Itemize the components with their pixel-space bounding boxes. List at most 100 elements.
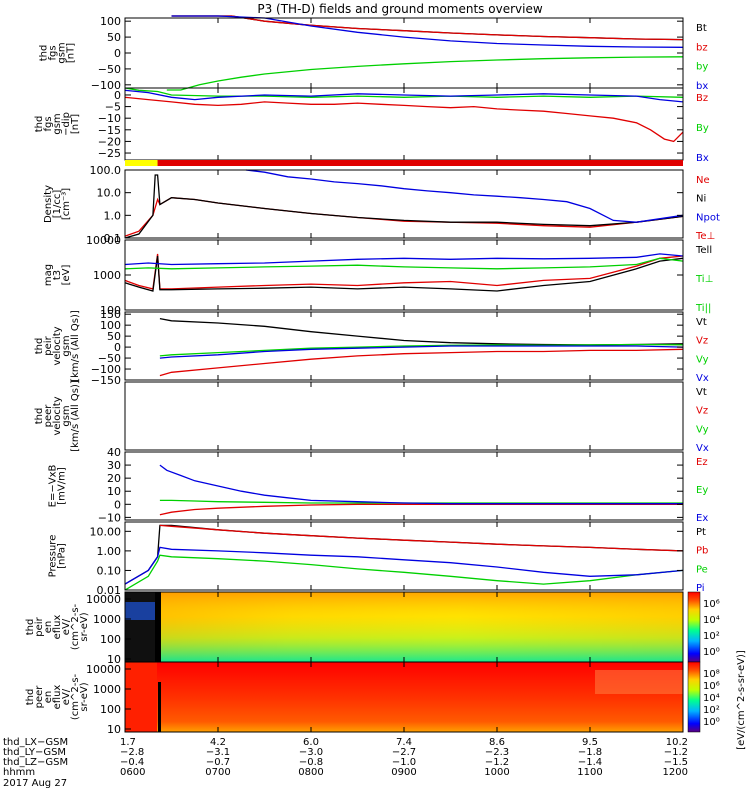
xtick-value: −1.4 (578, 757, 602, 768)
heatmap-overlay (125, 592, 683, 662)
ylabel-line: sr-eV) (79, 612, 90, 641)
legend-Vy: Vy (696, 424, 709, 435)
frame (124, 169, 684, 239)
ylabel-line: thd (25, 689, 36, 706)
ylabel-line: [km/s (All Qs)] (70, 310, 81, 382)
series-line-Pb (159, 524, 684, 552)
legend-Vt: Vt (696, 317, 707, 328)
ylabel-line: en (43, 691, 54, 704)
xtick-value: 10.2 (666, 737, 688, 748)
legend-bz: bz (696, 42, 708, 53)
xtick-value: −0.8 (299, 757, 323, 768)
ytick-label: 10000 (86, 593, 121, 606)
ytick-label: 150 (100, 308, 121, 321)
ylabel-line: E=−VxB (48, 465, 59, 508)
ytick-label: 0.1 (104, 232, 122, 245)
date-label: 2017 Aug 27 (3, 778, 67, 789)
panel-pressure: 10.00 1.00 0.10 0.01 Pt Pb Pe Pi Pressure[nPa] (48, 521, 708, 597)
xtick-value: 1100 (577, 767, 602, 778)
series-line-Ne (124, 197, 684, 237)
legend-Vt: Vt (696, 387, 707, 398)
xtick-value: −0.7 (206, 757, 230, 768)
x-tick-values: 1.7 4.2 6.0 7.4 8.6 9.5 10.2 −2.8 −3.1 −3.0 −2.7 −2… (120, 737, 688, 778)
legend-Tell: Tell (695, 245, 712, 256)
colorbar-tick: 10⁶ (703, 599, 720, 610)
flag-segment-1 (157, 160, 684, 166)
colorbar-tick: 10⁰ (703, 717, 720, 728)
ytick-label: 10 (107, 653, 121, 666)
ytick-label: 100 (100, 703, 121, 716)
ylabel-line: eV/ (61, 688, 72, 705)
legend-Ne: Ne (696, 175, 710, 186)
colorbar-tick: 10² (703, 631, 720, 642)
series-line-Ex (159, 464, 683, 505)
frame (124, 381, 684, 451)
heatmap-bg (125, 662, 683, 732)
series-line-Ti⊥ (124, 253, 684, 266)
xtick-value: −2.8 (120, 747, 144, 758)
figure-title: P3 (TH-D) fields and ground moments over… (257, 2, 542, 16)
series-line-Ey (159, 499, 683, 504)
ytick-label: −25 (98, 147, 121, 160)
ylabel-line: peer (34, 685, 45, 709)
x-axis-labels: thd_LX−GSM thd_LY−GSM thd_LZ−GSM hhmm 20… (3, 737, 688, 789)
ytick-label: 100 (100, 304, 121, 317)
xtick-value: 1.7 (120, 737, 136, 748)
series-line-Pt (124, 524, 684, 585)
xtick-value: 0900 (391, 767, 416, 778)
series-line-By (124, 87, 684, 98)
legend-Vx: Vx (696, 443, 709, 454)
legend-Ti||: Ti|| (695, 303, 711, 314)
series-line-Bz (124, 96, 684, 143)
ytick-label: 30 (107, 459, 121, 472)
ytick-label: 0 (114, 89, 121, 102)
series-line-Pi (124, 546, 684, 585)
legend-Pe: Pe (696, 564, 708, 575)
ylabel-line: mag (43, 264, 54, 286)
flag-segment-0 (125, 160, 158, 166)
ylabel-line: thd (39, 45, 50, 62)
series-line-by (166, 56, 684, 91)
ylabel-line: fgs (43, 116, 54, 131)
legend-Npot: Npot (696, 212, 720, 223)
series-line-bz (171, 15, 684, 41)
ylabel-line: Density (43, 185, 54, 223)
frame (124, 239, 684, 311)
ytick-label: 100 (100, 319, 121, 332)
colorbar (687, 661, 701, 733)
series-line-Ti|| (124, 257, 684, 270)
xtick-value: 7.4 (396, 737, 412, 748)
ytick-label: 10 (107, 485, 121, 498)
xtick-value: −1.2 (485, 757, 509, 768)
ylabel-line: t3 (52, 270, 63, 280)
series-line-Bt (171, 15, 684, 41)
ytick-label: 10.0 (97, 187, 122, 200)
ytick-label: 100.0 (90, 164, 122, 177)
xtick-value: −1.2 (664, 747, 688, 758)
ylabel-line: [km/s (All Qs)] (70, 380, 81, 452)
xtick-value: 8.6 (489, 737, 505, 748)
heatmap-start (125, 662, 157, 732)
series-line-Ez (159, 503, 683, 516)
xtick-value: 1200 (663, 767, 688, 778)
colorbar-tick: 10⁶ (703, 681, 720, 692)
legend-Ti⊥: Ti⊥ (695, 274, 713, 285)
ytick-label: −100 (91, 363, 121, 376)
xtick-value: −3.0 (299, 747, 323, 758)
ytick-label: −150 (91, 374, 121, 387)
series-line-bx (171, 15, 684, 48)
ylabel-line: eflux (52, 685, 63, 710)
ylabel-line: Pressure (48, 535, 59, 578)
ytick-label: −20 (98, 135, 121, 148)
xtick-value: −0.4 (120, 757, 144, 768)
heatmap-gap (155, 592, 161, 662)
series-line-Npot (245, 169, 684, 223)
colorbar-tick: 10⁴ (703, 615, 720, 626)
legend-By: By (696, 123, 709, 134)
legend-Bt: Bt (696, 23, 707, 34)
